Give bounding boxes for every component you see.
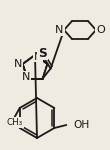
Text: N: N bbox=[55, 25, 64, 35]
Text: O: O bbox=[96, 25, 105, 35]
Text: CH₃: CH₃ bbox=[7, 118, 23, 127]
Text: S: S bbox=[38, 46, 47, 60]
Text: N: N bbox=[14, 60, 22, 69]
Text: OH: OH bbox=[73, 120, 90, 130]
Text: N: N bbox=[34, 51, 42, 61]
Text: N: N bbox=[22, 72, 30, 81]
